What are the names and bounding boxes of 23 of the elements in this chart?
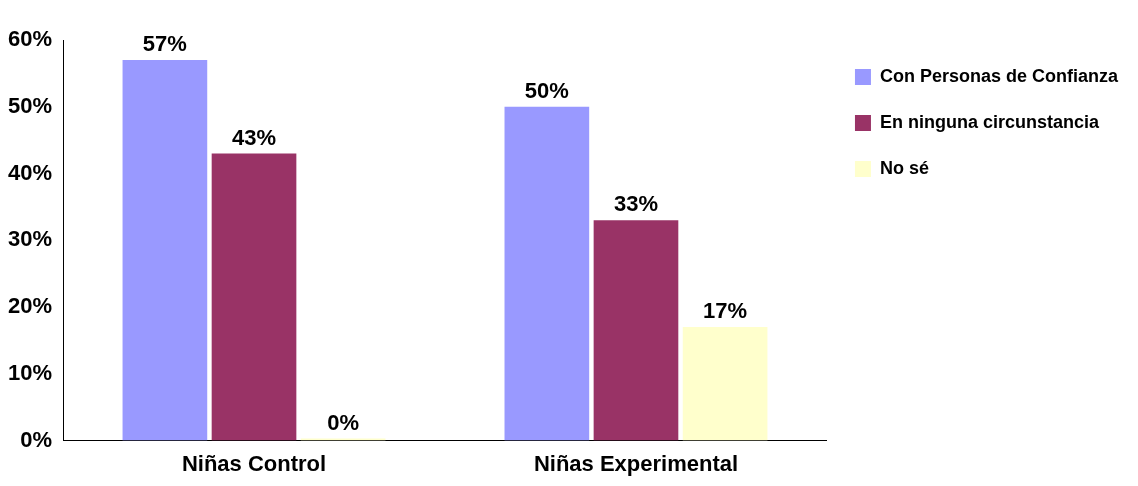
data-label: 50% — [524, 77, 569, 103]
y-tick-label: 20% — [7, 293, 53, 319]
legend-label: Con Personas de Confianza — [879, 65, 1119, 86]
bar — [211, 153, 297, 441]
bar — [504, 106, 590, 441]
bar — [682, 327, 768, 441]
bar — [593, 220, 679, 441]
y-tick-label: 0% — [20, 426, 53, 452]
y-tick-label: 40% — [7, 159, 53, 185]
bar — [122, 60, 208, 441]
legend-label: En ninguna circunstancia — [879, 111, 1100, 132]
y-tick-label: 30% — [7, 226, 53, 252]
y-tick-label: 50% — [7, 92, 53, 118]
x-tick-label: Niñas Experimental — [533, 450, 739, 476]
legend-label: No sé — [879, 157, 929, 178]
data-label: 33% — [613, 191, 658, 217]
data-label: 43% — [231, 124, 277, 150]
x-tick-label: Niñas Control — [181, 450, 327, 476]
y-tick-label: 60% — [7, 26, 53, 52]
data-label: 0% — [327, 409, 360, 435]
y-tick-label: 10% — [7, 359, 53, 385]
data-label: 17% — [703, 298, 748, 324]
data-label: 57% — [142, 31, 187, 57]
